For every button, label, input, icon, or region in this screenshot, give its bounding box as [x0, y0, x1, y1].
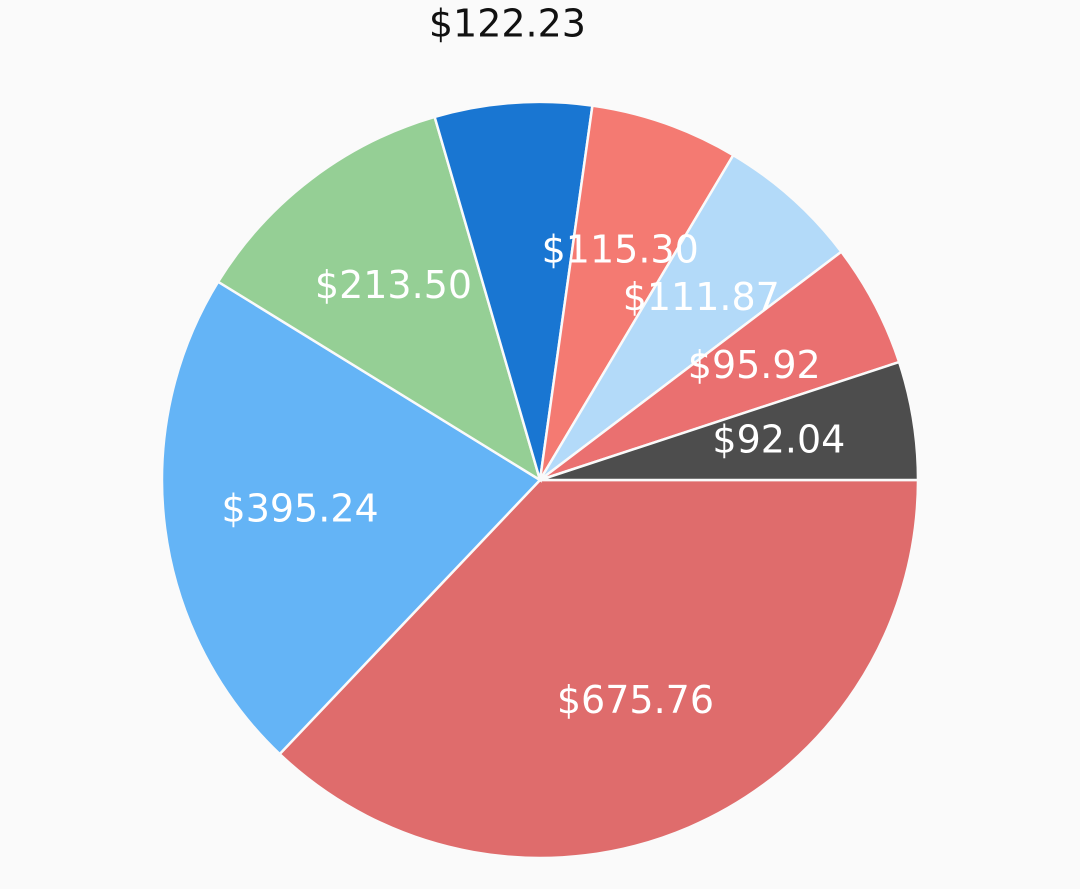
pie-slice — [160, 280, 542, 756]
pie-slice — [539, 360, 920, 482]
slice-label: $115.30 — [542, 227, 699, 271]
slice-label: $111.87 — [623, 275, 780, 319]
pie-slice — [538, 104, 736, 481]
slice-label: $395.24 — [222, 487, 379, 531]
pie-slice — [216, 115, 543, 483]
slice-label: $122.23 — [429, 2, 586, 46]
slice-label: $92.04 — [712, 417, 845, 461]
slice-label: $675.76 — [557, 678, 714, 722]
pie-slice — [277, 478, 920, 860]
pie-slice — [538, 153, 844, 481]
slice-label: $213.50 — [315, 263, 472, 307]
slice-label: $95.92 — [688, 343, 821, 387]
